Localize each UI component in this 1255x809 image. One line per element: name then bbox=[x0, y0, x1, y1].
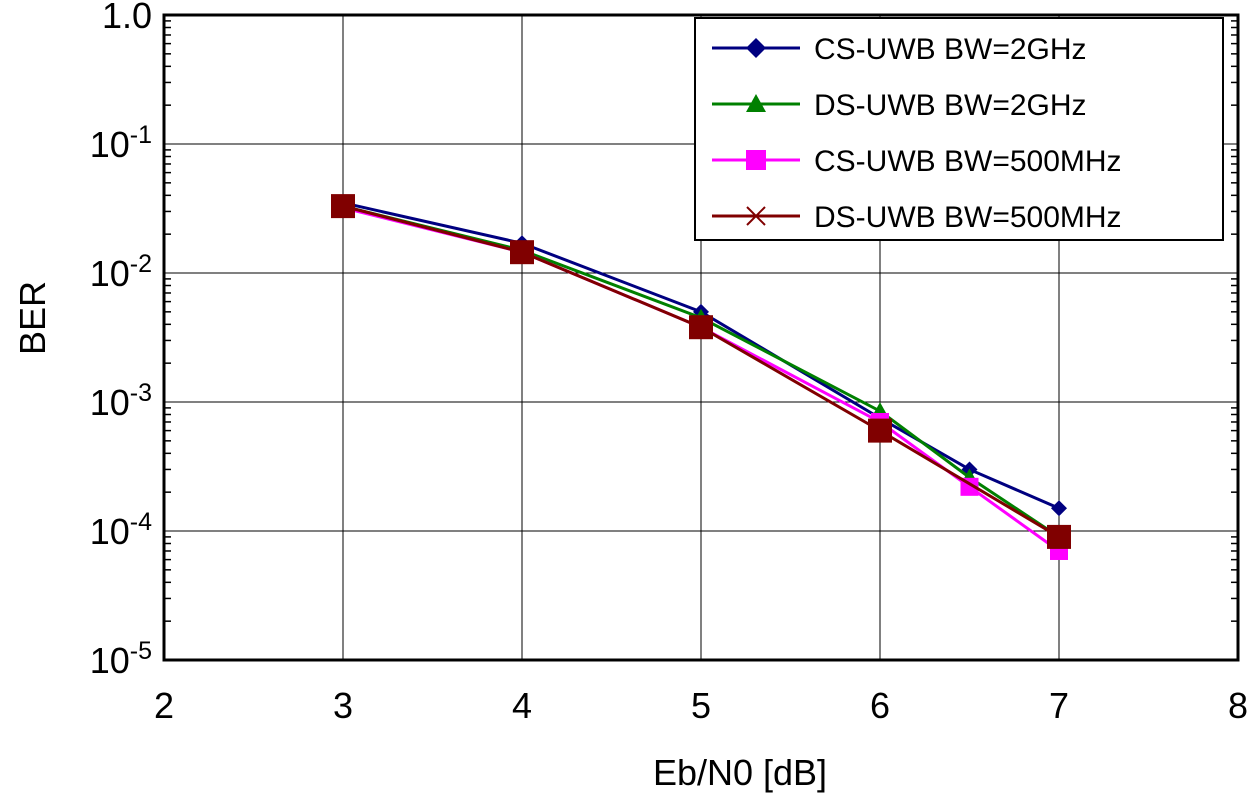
x-tick-labels: 2 3 4 5 6 7 8 bbox=[154, 685, 1248, 726]
legend-marker bbox=[746, 94, 766, 112]
y-tick-label: 10-3 bbox=[90, 379, 152, 423]
legend-item: CS-UWB BW=2GHz bbox=[712, 33, 1087, 66]
plot-area-frame bbox=[162, 13, 1240, 662]
marker-square bbox=[868, 418, 892, 443]
legend-item: DS-UWB BW=500MHz bbox=[712, 201, 1122, 234]
legend: CS-UWB BW=2GHz DS-UWB BW=2GHz CS-UWB BW=50… bbox=[694, 17, 1224, 241]
x-tick-label: 2 bbox=[154, 685, 174, 726]
legend-label: CS-UWB BW=2GHz bbox=[814, 33, 1087, 66]
legend-box bbox=[694, 17, 1224, 241]
legend-marker bbox=[746, 38, 766, 58]
marker-x bbox=[746, 206, 766, 226]
y-tick-label: 10-4 bbox=[90, 508, 152, 552]
x-tick-label: 8 bbox=[1228, 685, 1248, 726]
marker-square bbox=[510, 240, 534, 265]
marker-square bbox=[689, 315, 713, 340]
y-tick-label: 1.0 bbox=[102, 0, 152, 36]
x-tick-label: 4 bbox=[512, 685, 532, 726]
data-point bbox=[1047, 524, 1071, 549]
x-tick-label: 5 bbox=[691, 685, 711, 726]
marker-diamond bbox=[746, 38, 766, 58]
x-tick-label: 6 bbox=[870, 685, 890, 726]
data-point bbox=[331, 194, 355, 219]
series-4 bbox=[331, 194, 1071, 549]
x-axis-title: Eb/N0 [dB] bbox=[653, 752, 827, 793]
marker-triangle bbox=[746, 94, 766, 112]
data-point bbox=[510, 240, 534, 265]
x-tick-label: 7 bbox=[1049, 685, 1069, 726]
minor-ticks bbox=[164, 20, 1238, 622]
marker-square bbox=[331, 194, 355, 219]
x-tick-label: 3 bbox=[333, 685, 353, 726]
marker-square bbox=[1047, 524, 1071, 549]
marker-square bbox=[746, 150, 766, 170]
y-tick-label: 10-2 bbox=[90, 250, 152, 294]
y-tick-labels: 1.0 10-1 10-2 10-3 10-4 10-5 bbox=[90, 0, 152, 681]
data-point bbox=[868, 418, 892, 443]
legend-label: DS-UWB BW=2GHz bbox=[814, 89, 1087, 122]
legend-marker bbox=[746, 150, 766, 170]
legend-label: CS-UWB BW=500MHz bbox=[814, 145, 1122, 178]
legend-item: CS-UWB BW=500MHz bbox=[712, 145, 1122, 178]
y-tick-label: 10-1 bbox=[90, 121, 152, 165]
legend-marker bbox=[746, 206, 766, 226]
series-line bbox=[342, 204, 1060, 539]
series-layer bbox=[331, 194, 1071, 560]
marker-diamond bbox=[1051, 500, 1067, 517]
data-point bbox=[689, 315, 713, 340]
y-tick-label: 10-5 bbox=[90, 637, 152, 681]
legend-label: DS-UWB BW=500MHz bbox=[814, 201, 1122, 234]
legend-item: DS-UWB BW=2GHz bbox=[712, 89, 1087, 122]
y-axis-title: BER bbox=[12, 281, 53, 355]
data-point bbox=[1051, 500, 1067, 517]
